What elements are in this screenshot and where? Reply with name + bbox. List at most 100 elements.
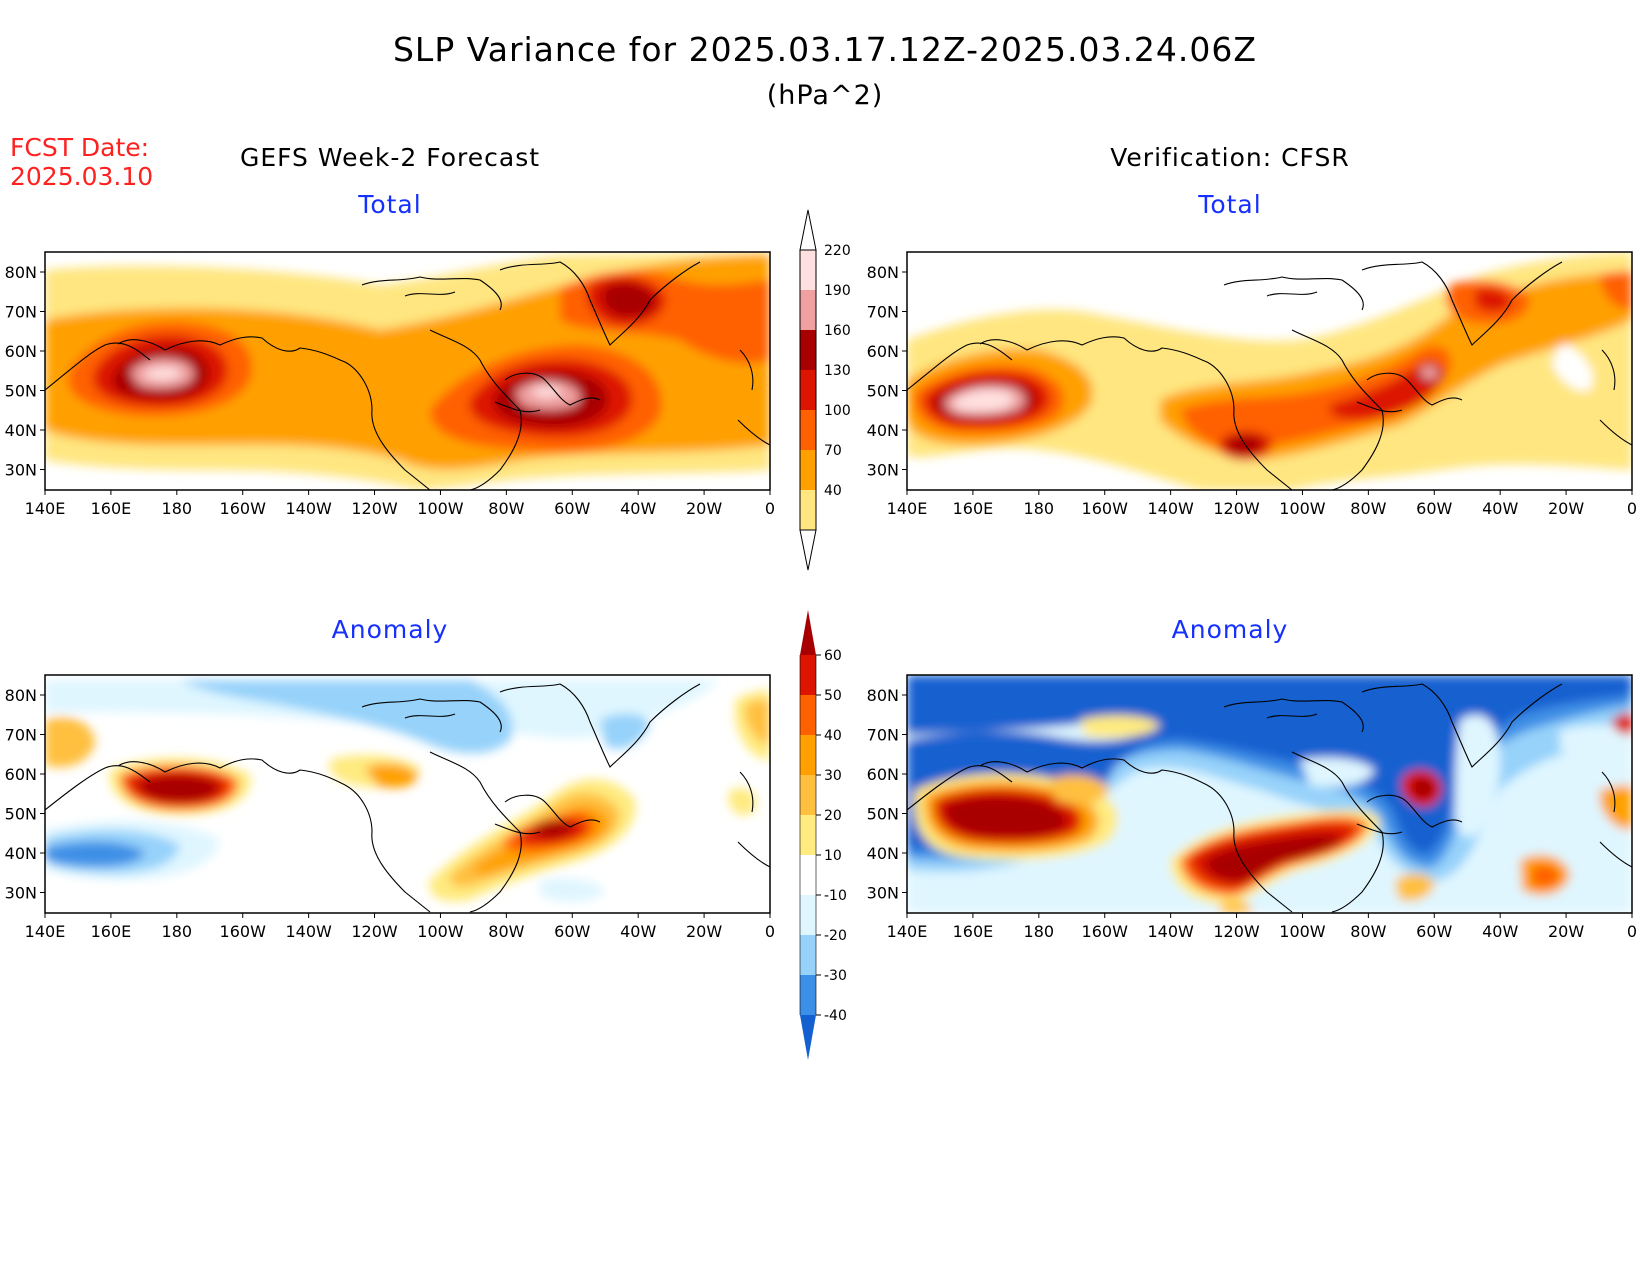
colorbar-cell bbox=[800, 815, 816, 855]
colorbar-label: 160 bbox=[824, 323, 851, 339]
colorbar-label: 70 bbox=[824, 443, 842, 459]
cfsr-anomaly-map bbox=[907, 675, 1632, 913]
lon-label: 100W bbox=[417, 499, 464, 518]
colorbar-label: 10 bbox=[824, 848, 842, 864]
lat-label: 30N bbox=[867, 461, 899, 480]
lon-label: 140W bbox=[1147, 499, 1194, 518]
cfsr-total-map bbox=[907, 252, 1632, 490]
colorbar-label: -20 bbox=[824, 928, 847, 944]
lon-label: 0 bbox=[765, 922, 775, 941]
lat-label: 40N bbox=[867, 844, 899, 863]
lon-label: 60W bbox=[554, 499, 590, 518]
lon-label: 180 bbox=[1024, 499, 1055, 518]
lon-label: 140W bbox=[285, 922, 332, 941]
colorbar-cell bbox=[800, 775, 816, 815]
lon-label: 140W bbox=[285, 499, 332, 518]
colorbar-label: 220 bbox=[824, 243, 851, 259]
colorbar-label: -10 bbox=[824, 888, 847, 904]
colorbar-label: 30 bbox=[824, 768, 842, 784]
lon-label: 80W bbox=[488, 922, 524, 941]
gefs-total-map bbox=[45, 252, 770, 490]
colorbar-label: 60 bbox=[824, 648, 842, 664]
colorbar-cell bbox=[800, 450, 816, 490]
main-units: (hPa^2) bbox=[766, 80, 884, 111]
colorbar-bottom-end bbox=[800, 1015, 816, 1060]
colorbar-label: 50 bbox=[824, 688, 842, 704]
lon-label: 140E bbox=[25, 499, 66, 518]
lat-label: 80N bbox=[867, 263, 899, 282]
colorbar-label: -40 bbox=[824, 1008, 847, 1024]
lat-label: 80N bbox=[5, 263, 37, 282]
lat-label: 70N bbox=[867, 303, 899, 322]
lat-label: 50N bbox=[5, 805, 37, 824]
lon-label: 140E bbox=[887, 922, 928, 941]
lat-label: 30N bbox=[867, 884, 899, 903]
lon-label: 140E bbox=[887, 499, 928, 518]
lat-label: 30N bbox=[5, 461, 37, 480]
colorbar-cell bbox=[800, 695, 816, 735]
lon-label: 80W bbox=[488, 499, 524, 518]
lon-label: 20W bbox=[1548, 922, 1584, 941]
lon-label: 40W bbox=[1482, 499, 1518, 518]
lat-label: 80N bbox=[5, 686, 37, 705]
lon-label: 100W bbox=[1279, 499, 1326, 518]
lat-label: 40N bbox=[5, 844, 37, 863]
lat-label: 80N bbox=[867, 686, 899, 705]
gefs-total-title: Total bbox=[358, 190, 422, 219]
cfsr-total-frame bbox=[906, 251, 1633, 491]
lon-label: 0 bbox=[1627, 922, 1637, 941]
colorbar-cell bbox=[800, 410, 816, 450]
colorbar-cell bbox=[800, 330, 816, 370]
lon-label: 160E bbox=[953, 922, 994, 941]
lon-label: 0 bbox=[1627, 499, 1637, 518]
lon-label: 0 bbox=[765, 499, 775, 518]
lon-label: 180 bbox=[162, 922, 193, 941]
lat-label: 30N bbox=[5, 884, 37, 903]
colorbar-label: -30 bbox=[824, 968, 847, 984]
colorbar-border bbox=[799, 249, 817, 531]
lon-label: 20W bbox=[686, 499, 722, 518]
axes-layer: 80N 70N 60N 50N 40N 30N 140E 160E 180 160W 140W 120… bbox=[5, 263, 1637, 941]
colorbar-cell bbox=[800, 250, 816, 290]
lon-label: 160E bbox=[91, 922, 132, 941]
lat-label: 70N bbox=[5, 303, 37, 322]
lon-label: 160W bbox=[1082, 922, 1129, 941]
lat-label: 70N bbox=[867, 726, 899, 745]
lon-label: 120W bbox=[1213, 922, 1260, 941]
total-colorbar: 40 70 100 130 160 190 220 bbox=[799, 209, 851, 571]
lon-label: 80W bbox=[1350, 922, 1386, 941]
colorbar-top-end bbox=[799, 209, 817, 251]
colorbar-cell bbox=[800, 735, 816, 775]
lon-label: 160W bbox=[1082, 499, 1129, 518]
main-title: SLP Variance for 2025.03.17.12Z-2025.03.… bbox=[392, 30, 1258, 69]
fcst-label: FCST Date: bbox=[10, 133, 150, 162]
lon-label: 180 bbox=[162, 499, 193, 518]
lon-label: 160W bbox=[220, 922, 267, 941]
colorbar-cell bbox=[800, 935, 816, 975]
lon-label: 100W bbox=[1279, 922, 1326, 941]
colorbar-label: 100 bbox=[824, 403, 851, 419]
colorbar-cell bbox=[800, 855, 816, 895]
colorbar-cell bbox=[800, 370, 816, 410]
lon-label: 60W bbox=[554, 922, 590, 941]
left-column-title: GEFS Week-2 Forecast bbox=[239, 143, 541, 172]
lon-label: 60W bbox=[1416, 499, 1452, 518]
gefs-anomaly-title: Anomaly bbox=[331, 615, 449, 644]
gefs-anomaly-frame bbox=[44, 674, 771, 914]
lon-label: 20W bbox=[1548, 499, 1584, 518]
colorbar-label: 130 bbox=[824, 363, 851, 379]
anomaly-colorbar: 60 50 40 30 20 10 -10 -20 -30 -40 bbox=[799, 610, 847, 1060]
colorbar-bottom-end bbox=[799, 529, 817, 571]
gefs-anomaly-map bbox=[45, 675, 770, 913]
lon-label: 120W bbox=[351, 499, 398, 518]
right-column-title: Verification: CFSR bbox=[1110, 143, 1350, 172]
lon-label: 160E bbox=[953, 499, 994, 518]
lon-label: 80W bbox=[1350, 499, 1386, 518]
lon-label: 100W bbox=[417, 922, 464, 941]
lon-label: 160W bbox=[220, 499, 267, 518]
cfsr-anomaly-frame bbox=[906, 674, 1633, 914]
lon-label: 140E bbox=[25, 922, 66, 941]
colorbar-label: 40 bbox=[824, 483, 842, 499]
lat-label: 50N bbox=[867, 805, 899, 824]
